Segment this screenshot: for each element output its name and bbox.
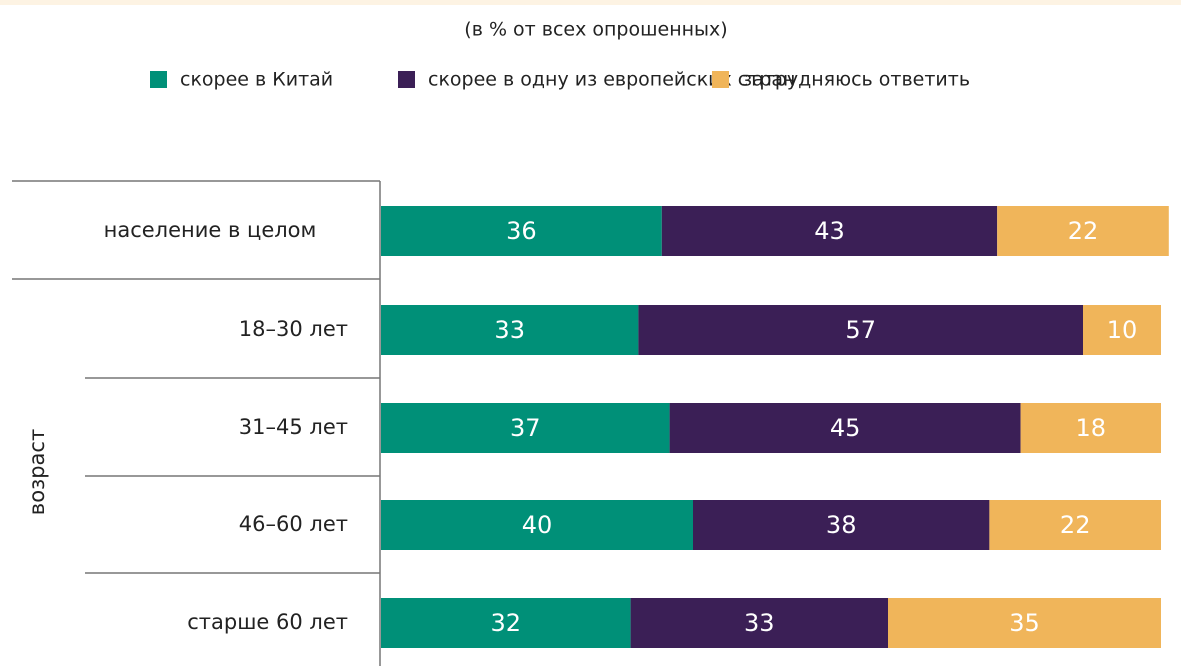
bar-segment [630,598,888,648]
bar-segment [381,598,631,648]
bar-segment [381,206,662,256]
value-label: 37 [510,414,541,442]
top-strip [0,0,1181,5]
value-label: 10 [1107,316,1138,344]
group-label: возраст [25,429,49,515]
value-label: 22 [1068,217,1099,245]
bar-segment [1020,403,1161,453]
bar-segment [381,500,693,550]
legend-swatch [712,71,729,88]
value-label: 33 [744,609,775,637]
bar-segment [693,500,990,550]
category-label: старше 60 лет [187,610,348,634]
bar-segment [669,403,1021,453]
value-label: 22 [1060,511,1091,539]
category-label: 46–60 лет [239,512,348,536]
chart-subtitle: (в % от всех опрошенных) [464,19,727,41]
legend-label: скорее в одну из европейских стран [428,69,795,91]
bar-segment [989,500,1161,550]
value-label: 57 [845,316,876,344]
category-label: 18–30 лет [239,317,348,341]
legend-swatch [398,71,415,88]
bar-segment [1083,305,1161,355]
legend-swatch [150,71,167,88]
legend-label: затрудняюсь ответить [742,69,970,91]
value-label: 33 [494,316,525,344]
bar-segment [638,305,1083,355]
legend-label: скорее в Китай [180,69,333,91]
value-label: 40 [522,511,553,539]
category-label: 31–45 лет [239,415,348,439]
bar-segment [661,206,998,256]
bar-segment [381,403,670,453]
category-label: население в целом [104,218,317,242]
value-label: 43 [814,217,845,245]
value-label: 38 [826,511,857,539]
value-label: 18 [1076,414,1107,442]
value-label: 36 [506,217,537,245]
bar-segment [997,206,1169,256]
bar-segment [381,305,639,355]
value-label: 32 [491,609,522,637]
value-label: 35 [1009,609,1040,637]
value-label: 45 [830,414,861,442]
bar-segment [888,598,1161,648]
